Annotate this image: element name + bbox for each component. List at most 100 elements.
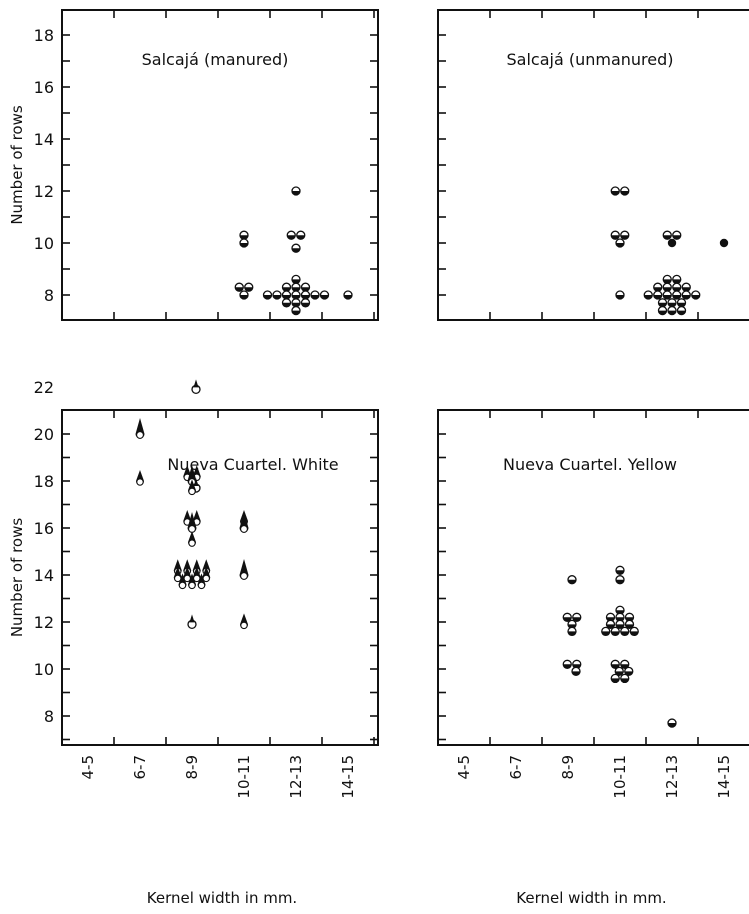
- data-point: [672, 274, 682, 285]
- data-point: [615, 575, 625, 585]
- data-point: [310, 290, 320, 300]
- y-axis-label: Number of rows: [8, 518, 26, 638]
- data-point: [291, 274, 301, 285]
- data-point: [291, 243, 301, 253]
- x-tick-label: 8-9: [183, 755, 201, 780]
- data-point: [239, 512, 249, 533]
- data-point: [191, 379, 201, 395]
- x-tick-label: 14-15: [339, 755, 357, 799]
- data-point: [614, 666, 624, 676]
- data-point: [281, 290, 292, 300]
- data-point: [681, 282, 691, 292]
- data-point: [657, 305, 668, 316]
- y-tick-label: 10: [34, 660, 54, 679]
- data-point: [562, 659, 572, 669]
- data-point: [676, 298, 687, 308]
- data-point: [239, 238, 249, 248]
- y-tick-label: 14: [34, 130, 54, 149]
- data-point: [262, 290, 273, 300]
- data-point: [567, 626, 577, 637]
- data-point: [300, 290, 311, 300]
- data-point: [343, 290, 353, 300]
- data-point: [291, 290, 301, 300]
- data-point: [681, 290, 691, 300]
- data-point: [605, 619, 616, 629]
- plot-frame: [437, 409, 749, 746]
- data-point: [234, 282, 244, 292]
- data-point: [662, 230, 672, 240]
- data-point: [667, 718, 677, 728]
- data-point: [136, 470, 144, 486]
- data-point: [719, 238, 729, 248]
- panel-title: Salcajá (manured): [142, 50, 289, 69]
- y-tick-label: 12: [34, 613, 54, 632]
- data-point: [188, 531, 196, 547]
- data-point: [173, 566, 182, 583]
- data-point: [610, 186, 620, 196]
- data-point: [291, 298, 301, 308]
- x-axis-label: Kernel width in mm.: [516, 889, 666, 907]
- y-tick-label: 16: [34, 78, 54, 97]
- data-point: [239, 230, 249, 240]
- x-tick-label: 10-11: [611, 755, 629, 799]
- y-tick-label: 18: [34, 26, 54, 45]
- data-point: [662, 290, 672, 300]
- x-axis-label: Kernel width in mm.: [147, 889, 297, 907]
- data-point: [188, 573, 196, 590]
- data-point: [239, 290, 249, 300]
- data-point: [615, 619, 625, 629]
- data-point: [240, 613, 248, 630]
- data-point: [239, 559, 249, 580]
- panel-3: 8 10 12 14 16 18 20 22 Number of rows 4-5 6-7 8-9 10…: [8, 378, 379, 907]
- x-tick-label: 10-11: [235, 755, 253, 799]
- data-point: [300, 298, 311, 308]
- data-point: [657, 298, 668, 308]
- x-tick-label: 12-13: [663, 755, 681, 799]
- data-point: [629, 626, 639, 637]
- data-point: [620, 186, 630, 196]
- data-point: [562, 612, 572, 622]
- panel-title: Salcajá (unmanured): [506, 50, 673, 69]
- data-point: [610, 230, 620, 240]
- data-point: [567, 575, 577, 585]
- data-point: [197, 573, 206, 590]
- x-tick-label: 8-9: [559, 755, 577, 780]
- data-point: [643, 290, 653, 300]
- data-point: [653, 290, 663, 300]
- data-point: [135, 418, 145, 439]
- data-point: [202, 566, 211, 583]
- data-point: [672, 282, 682, 292]
- data-point: [187, 512, 197, 533]
- y-tick-label: 20: [34, 425, 54, 444]
- data-point: [667, 238, 677, 248]
- y-tick-label: 18: [34, 472, 54, 491]
- y-tick-label: 8: [44, 707, 54, 726]
- plot-frame: [61, 409, 379, 746]
- data-point: [615, 238, 625, 248]
- x-tick-label: 14-15: [715, 755, 733, 799]
- data-point: [571, 666, 581, 676]
- data-point: [291, 305, 301, 316]
- x-tick-label: 4-5: [455, 755, 473, 780]
- data-point: [662, 274, 672, 285]
- y-tick-label: 14: [34, 566, 54, 585]
- data-point: [188, 479, 196, 496]
- data-point: [291, 186, 301, 196]
- data-point: [178, 573, 187, 590]
- x-tick-label: 12-13: [287, 755, 305, 799]
- panel-title: Nueva Cuartel. White: [167, 455, 338, 474]
- data-point: [319, 290, 330, 300]
- data-point: [572, 612, 582, 622]
- data-point: [667, 298, 677, 308]
- x-tick-label: 6-7: [131, 755, 149, 780]
- data-point: [624, 619, 635, 629]
- y-tick-label: 8: [44, 286, 54, 305]
- y-axis-label: Number of rows: [8, 105, 26, 225]
- data-point: [296, 230, 306, 240]
- data-point: [620, 230, 630, 240]
- data-point: [187, 614, 197, 629]
- data-point: [601, 626, 611, 637]
- data-point: [291, 282, 301, 292]
- data-point: [615, 565, 625, 575]
